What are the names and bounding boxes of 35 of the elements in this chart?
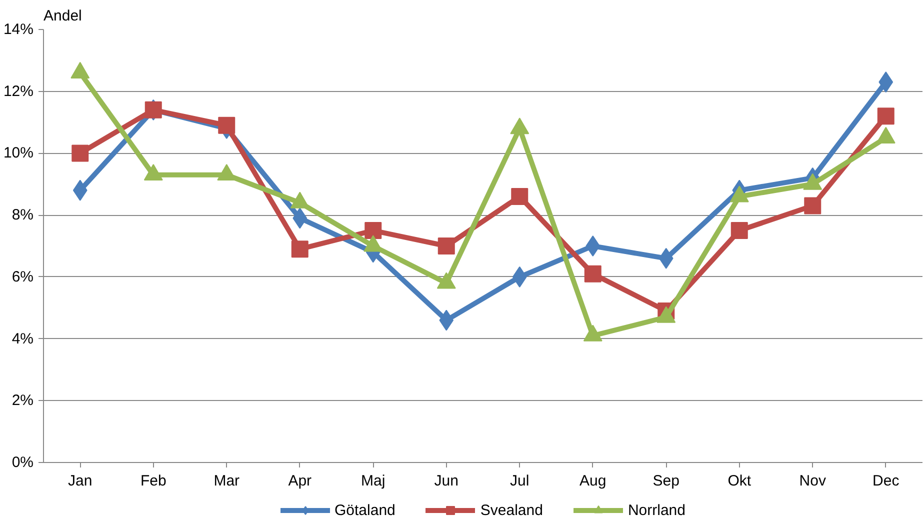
y-tick-label: 14% (3, 21, 34, 38)
x-tick-label: Feb (140, 472, 166, 490)
y-axis-title: Andel (44, 8, 82, 24)
point (804, 197, 822, 214)
point (218, 116, 236, 134)
point (511, 188, 528, 206)
x-tick-label: Nov (799, 472, 826, 490)
y-tick-label: 12% (3, 82, 34, 100)
legend-label: Götaland (334, 502, 396, 518)
y-tick-label: 8% (12, 206, 34, 224)
x-tick-label: Dec (872, 472, 900, 490)
legend-label: Norrland (628, 502, 686, 518)
x-tick-label: Jun (434, 472, 458, 490)
legend-label: Svealand (480, 502, 543, 518)
point (877, 108, 894, 125)
x-tick-label: Apr (288, 472, 312, 490)
point (584, 265, 602, 282)
x-tick-label: Sep (652, 472, 680, 490)
point (438, 238, 455, 254)
y-tick-label: 10% (3, 144, 34, 162)
y-tick-label: 6% (12, 268, 34, 286)
y-tick-label: 4% (12, 330, 34, 348)
point (586, 236, 600, 256)
x-tick-label: Mar (214, 472, 240, 490)
point (72, 144, 89, 162)
y-tick-label: 2% (12, 392, 34, 410)
point (730, 222, 748, 240)
point (364, 222, 382, 240)
point (291, 240, 308, 258)
x-tick-label: Aug (580, 472, 606, 490)
x-tick-label: Jul (510, 472, 530, 490)
y-tick-label: 0% (12, 454, 34, 471)
x-tick-label: Jan (68, 472, 92, 490)
x-tick-label: Okt (728, 472, 752, 490)
x-tick-label: Maj (361, 472, 386, 490)
